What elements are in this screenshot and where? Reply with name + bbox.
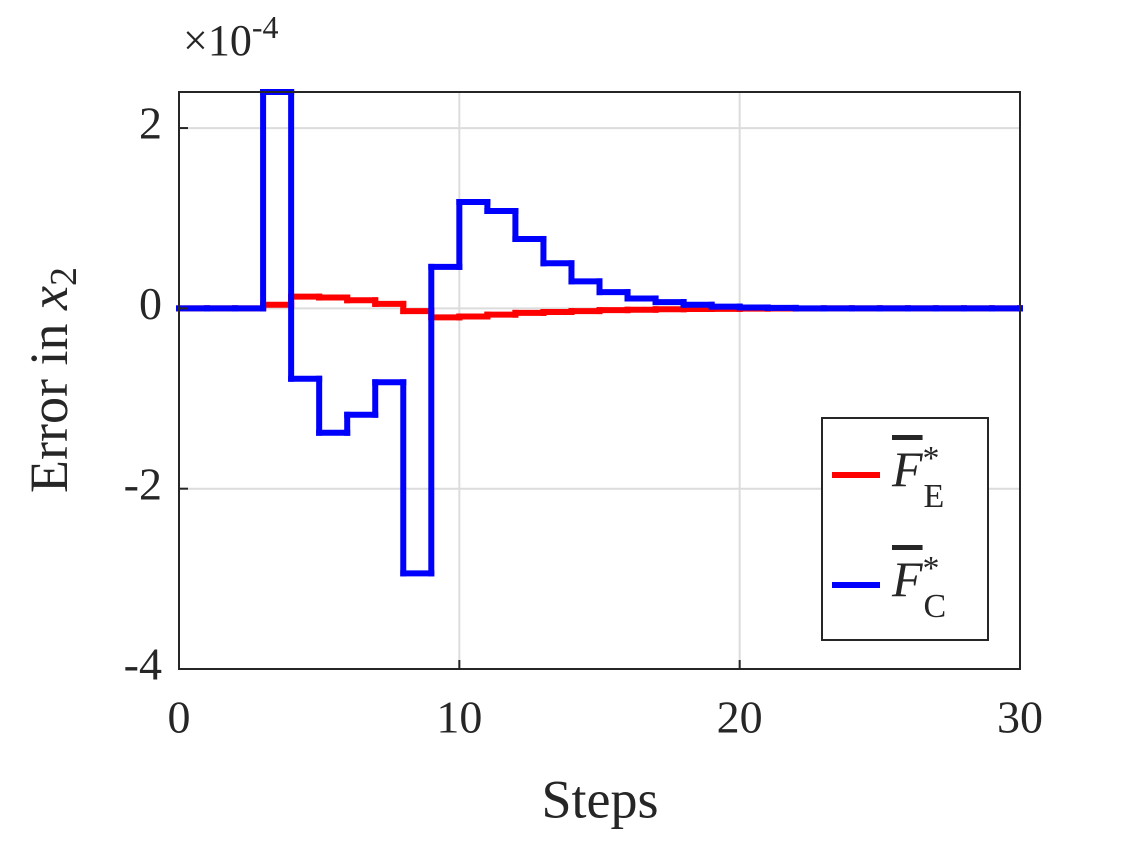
legend-sup: * bbox=[923, 550, 940, 587]
legend-sub: E bbox=[924, 478, 945, 515]
axes-box bbox=[178, 91, 1021, 670]
y-multiplier-exponent: -4 bbox=[252, 9, 279, 45]
legend-base: F bbox=[891, 551, 923, 607]
legend: F* EF* C bbox=[821, 417, 989, 641]
y-tick-label: -4 bbox=[124, 639, 162, 690]
x-axis-label: Steps bbox=[541, 769, 658, 829]
y-tick-label: 0 bbox=[139, 278, 162, 329]
y-label-sub: 2 bbox=[43, 267, 85, 286]
x-tick-label: 0 bbox=[168, 692, 191, 743]
y-label-text: Error in bbox=[19, 310, 79, 493]
y-tick-label: 2 bbox=[139, 98, 162, 149]
legend-label: F* E bbox=[891, 440, 944, 515]
legend-sub: C bbox=[924, 588, 947, 625]
y-label-var: x bbox=[19, 286, 79, 311]
y-multiplier: ×10-4 bbox=[183, 9, 278, 65]
plot-area bbox=[176, 89, 1023, 577]
legend-base: F bbox=[891, 441, 923, 497]
legend-box bbox=[821, 417, 989, 641]
x-tick-label: 20 bbox=[717, 692, 763, 743]
y-tick-label: -2 bbox=[124, 458, 162, 509]
y-axis-label: Error in x2 bbox=[19, 267, 84, 493]
series bbox=[176, 89, 1023, 577]
x-tick-label: 10 bbox=[436, 692, 482, 743]
y-multiplier-base: ×10 bbox=[183, 16, 252, 65]
x-tick-label: 30 bbox=[997, 692, 1043, 743]
legend-sup: * bbox=[923, 440, 940, 477]
legend-label: F* C bbox=[891, 550, 946, 625]
